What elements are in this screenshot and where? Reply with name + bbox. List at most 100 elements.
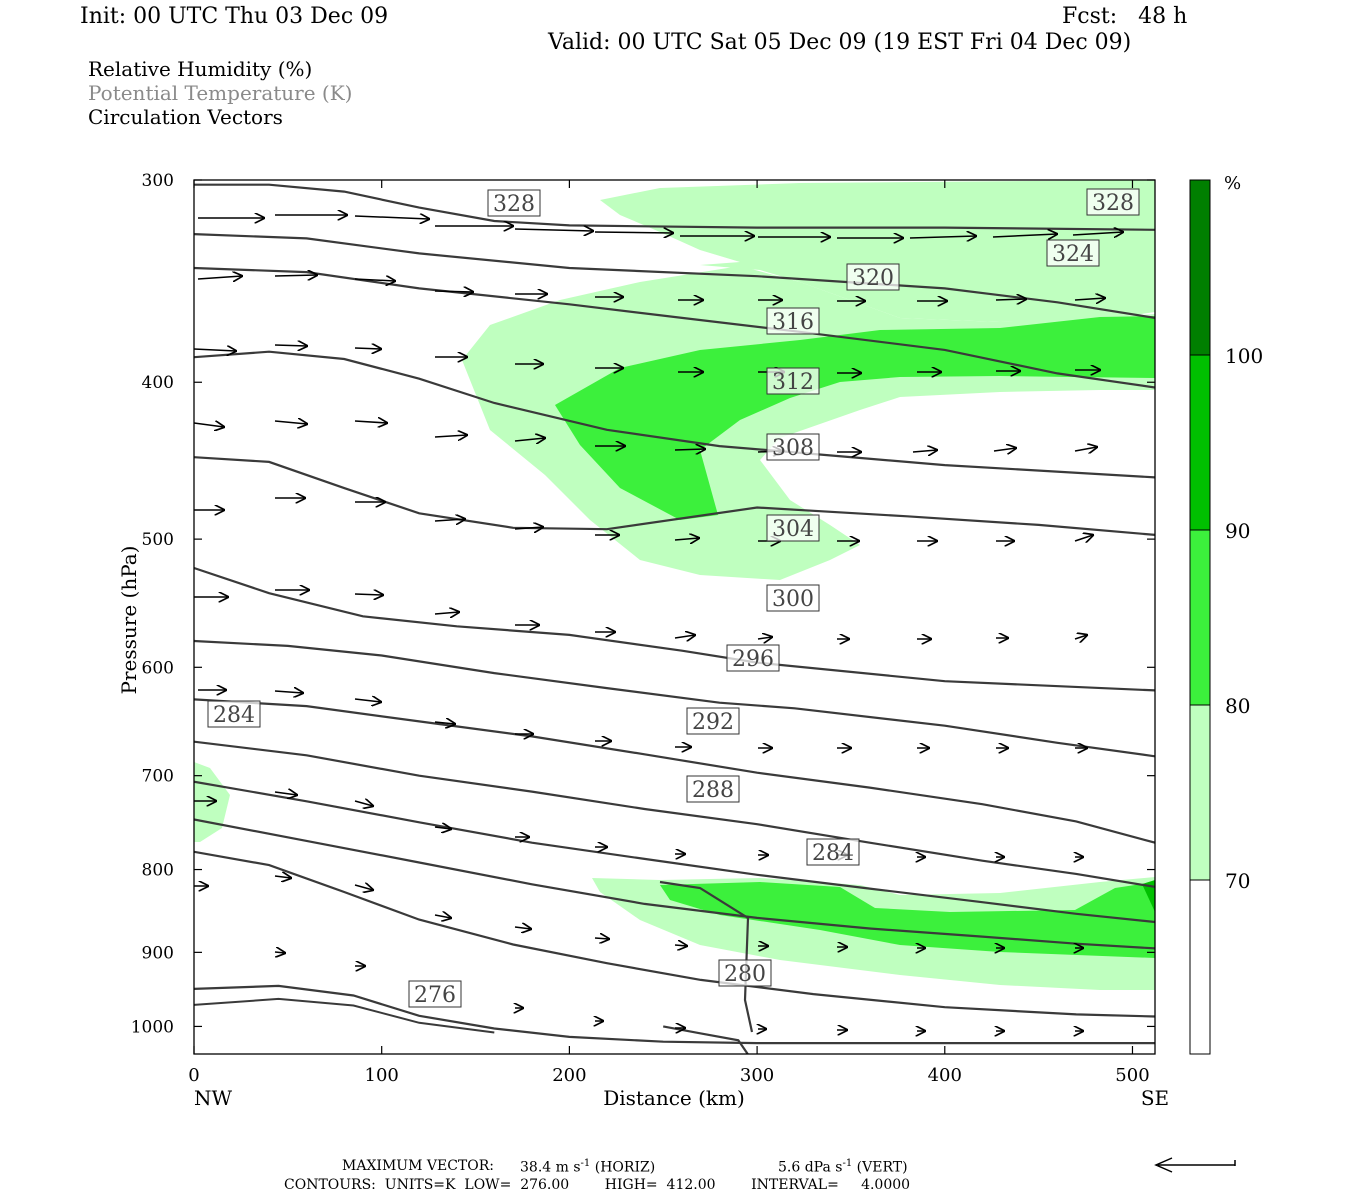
color-bar-label: 70 — [1225, 869, 1250, 893]
y-tick-label: 800 — [142, 861, 174, 881]
max-vector-horizontal: 38.4 m s-1 (HORIZ) — [520, 1158, 656, 1176]
contour-label-box — [766, 433, 820, 461]
contour-label-box — [718, 959, 772, 987]
axes: 0 100 200 300 400 500 300 400 500 600 700 800 900 100… — [131, 171, 1155, 1086]
circulation-vector — [993, 448, 1016, 451]
contour-label-box — [686, 707, 740, 735]
circulation-vector — [514, 927, 531, 929]
contour-280 — [662, 1025, 749, 1054]
x-tick-label: 0 — [188, 1065, 199, 1086]
contour-label: 316 — [772, 310, 814, 335]
contour-312 — [194, 456, 1155, 536]
circulation-vector — [1074, 635, 1087, 639]
circulation-vector — [434, 435, 467, 437]
contour-label-box — [487, 189, 541, 217]
theta-contours — [194, 183, 1155, 1054]
color-bar-label: 90 — [1225, 519, 1250, 543]
circulation-vector — [674, 538, 699, 540]
contour-label-box — [408, 980, 462, 1008]
color-bar: 70 80 90 100% — [1189, 173, 1263, 1055]
contour-label: 296 — [732, 647, 774, 672]
circulation-vector — [274, 691, 303, 693]
circulation-vector — [514, 229, 593, 231]
y-tick-label: 700 — [142, 767, 174, 787]
circulation-vectors — [194, 215, 1123, 1031]
contour-292 — [194, 780, 1155, 924]
relative-humidity-shading — [194, 180, 1155, 990]
circulation-vector — [594, 232, 673, 233]
color-bar-segment — [1190, 355, 1210, 530]
circulation-vector — [274, 952, 285, 953]
color-bar-segment — [1190, 180, 1210, 355]
circulation-vector — [354, 216, 429, 219]
circulation-vector — [1074, 298, 1105, 300]
color-bar-unit: % — [1224, 173, 1241, 194]
y-tick-label: 300 — [142, 171, 174, 191]
circulation-vector — [514, 438, 545, 441]
circulation-vector — [674, 635, 695, 638]
x-end-label-nw: NW — [194, 1086, 233, 1110]
color-bar-label: 80 — [1225, 694, 1250, 718]
rh-80-region-mid — [555, 316, 1155, 520]
circulation-vector — [434, 722, 455, 724]
y-tick-label: 500 — [142, 530, 174, 550]
contour-296 — [194, 740, 1155, 888]
y-axis-title: Pressure (hPa) — [117, 546, 141, 695]
circulation-vector — [514, 527, 543, 529]
contour-label-box — [766, 584, 820, 612]
circulation-vector — [354, 348, 381, 349]
x-tick-label: 300 — [740, 1065, 774, 1086]
circulation-vector — [274, 275, 317, 276]
circulation-vector — [1074, 447, 1097, 451]
contour-label: 280 — [724, 962, 766, 987]
contour-label-box — [1046, 239, 1100, 267]
circulation-vector — [274, 876, 291, 878]
circulation-vector — [354, 885, 373, 890]
contour-308 — [194, 566, 1155, 692]
x-tick-label: 200 — [552, 1065, 586, 1086]
color-bar-segment — [1190, 705, 1210, 880]
contour-328 — [194, 183, 1155, 231]
contour-276-branch — [194, 997, 495, 1034]
x-tick-label: 100 — [365, 1065, 399, 1086]
circulation-vector — [354, 279, 395, 281]
contour-324 — [194, 233, 1155, 319]
contour-labels: 276 280 284 284 288 292 296 300 304 308 312 316 320 3… — [207, 188, 1140, 1008]
contour-284 — [194, 850, 1155, 1018]
plot-frame — [193, 179, 1156, 1055]
contour-label: 276 — [414, 983, 456, 1008]
rh-90-region-low — [1142, 880, 1155, 912]
legend-relative-humidity: Relative Humidity (%) — [88, 57, 313, 81]
contour-label-box — [806, 838, 860, 866]
circulation-vector — [992, 234, 1057, 237]
contour-300 — [194, 698, 1155, 844]
circulation-vector — [594, 938, 609, 939]
circulation-vector — [1072, 232, 1123, 235]
legend-circulation-vectors: Circulation Vectors — [88, 105, 283, 129]
contour-label-box — [766, 514, 820, 542]
contour-label: 312 — [772, 370, 814, 395]
contour-label: 328 — [493, 192, 535, 217]
max-vector-vertical: 5.6 dPa s-1 (VERT) — [778, 1158, 908, 1176]
contour-label-box — [1086, 188, 1140, 216]
color-bar-label: 100 — [1225, 344, 1263, 368]
circulation-vector — [194, 349, 236, 351]
contour-label: 320 — [852, 266, 894, 291]
contour-label: 300 — [772, 587, 814, 612]
x-end-label-se: SE — [1141, 1086, 1169, 1110]
x-tick-label: 500 — [1115, 1065, 1149, 1086]
circulation-vector — [354, 801, 373, 806]
y-tick-label: 600 — [142, 658, 174, 678]
init-time: Init: 00 UTC Thu 03 Dec 09 — [80, 4, 389, 29]
circulation-vector — [354, 699, 381, 702]
circulation-vector — [909, 236, 976, 238]
rh-70-region-upper — [600, 180, 1155, 322]
circulation-vector — [757, 637, 772, 639]
contour-276 — [194, 984, 1155, 1045]
circulation-vector — [912, 450, 937, 452]
contour-label: 328 — [1092, 191, 1134, 216]
y-tick-label: 1000 — [131, 1017, 174, 1037]
contour-label: 308 — [772, 436, 814, 461]
color-bar-segment — [1190, 530, 1210, 705]
circulation-vector — [354, 594, 383, 595]
